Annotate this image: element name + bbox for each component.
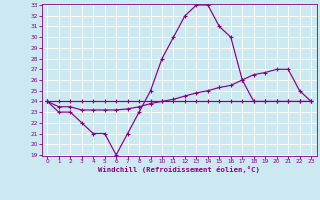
X-axis label: Windchill (Refroidissement éolien,°C): Windchill (Refroidissement éolien,°C) xyxy=(98,166,260,173)
